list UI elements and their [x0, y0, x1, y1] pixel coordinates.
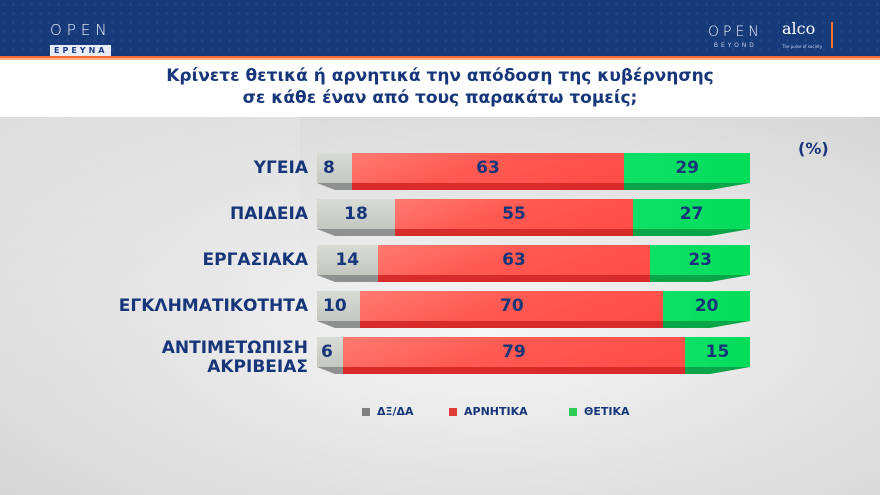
row-label-line-1: ΑΝΤΙΜΕΤΩΠΙΣΗ [161, 338, 308, 358]
legend-item-positive: ΘΕΤΙΚΑ [569, 405, 630, 418]
legend-swatch-icon [449, 407, 457, 416]
segment-dont-know: 10 [317, 291, 361, 328]
title-line-2: σε κάθε έναν από τους παρακάτω τομείς; [242, 88, 638, 108]
value-positive: 29 [624, 153, 750, 183]
segment-negative: 79 [343, 337, 685, 374]
segment-positive: 20 [663, 291, 750, 328]
value-positive: 20 [663, 291, 750, 321]
open-ereuna-logo: OPEN ΕΡΕΥΝΑ [50, 22, 112, 57]
chart-legend: ΔΞ/ΔΑ ΑΡΝΗΤΙΚΑ ΘΕΤΙΚΑ [0, 405, 880, 421]
row-label-line-2: ΑΚΡΙΒΕΙΑΣ [207, 357, 308, 377]
legend-label: ΔΞ/ΔΑ [377, 405, 414, 418]
legend-swatch-icon [569, 407, 577, 416]
value-negative: 70 [360, 291, 664, 321]
value-negative: 79 [343, 337, 685, 367]
bar-row-health: 8 63 29 [317, 153, 750, 190]
legend-label: ΑΡΝΗΤΙΚΑ [464, 405, 528, 418]
value-dont-know: 10 [317, 291, 361, 321]
row-label-labour: ΕΡΓΑΣΙΑΚΑ [202, 250, 309, 270]
segment-dont-know: 18 [317, 199, 395, 236]
value-dont-know: 18 [317, 199, 395, 229]
open-beyond-logo-text: OPEN [708, 24, 763, 40]
segment-negative: 63 [351, 153, 625, 190]
value-positive: 15 [685, 337, 750, 367]
segment-negative: 63 [377, 245, 651, 282]
legend-swatch-icon [362, 407, 370, 416]
value-negative: 63 [377, 245, 651, 275]
alco-logo-text: alco [782, 19, 816, 38]
open-logo-text: OPEN [50, 21, 112, 39]
logo-divider [831, 22, 833, 48]
header-accent-strip [0, 56, 880, 60]
open-beyond-logo: OPEN BEYOND [708, 24, 763, 49]
bar-row-cost-of-living: 6 79 15 [317, 337, 750, 374]
legend-label: ΘΕΤΙΚΑ [584, 405, 630, 418]
row-label-education: ΠΑΙΔΕΙΑ [230, 204, 308, 224]
ereuna-logo-badge: ΕΡΕΥΝΑ [50, 45, 112, 57]
value-negative: 55 [394, 199, 634, 229]
row-label-health: ΥΓΕΙΑ [253, 158, 308, 178]
segment-positive: 23 [650, 245, 750, 282]
segment-negative: 55 [394, 199, 634, 236]
segment-positive: 29 [624, 153, 750, 190]
chart-title: Κρίνετε θετικά ή αρνητικά την απόδοση τη… [0, 60, 880, 117]
row-label-crime: ΕΓΚΛΗΜΑΤΙΚΟΤΗΤΑ [118, 296, 308, 316]
header-bar: OPEN ΕΡΕΥΝΑ OPEN BEYOND alco The pulse o… [0, 0, 880, 57]
value-dont-know: 6 [317, 337, 343, 367]
alco-logo: alco The pulse of society [782, 19, 823, 50]
bar-row-labour: 14 63 23 [317, 245, 750, 282]
value-dont-know: 14 [317, 245, 378, 275]
segment-positive: 27 [633, 199, 750, 236]
alco-tagline: The pulse of society [782, 44, 823, 49]
row-label-cost-of-living: ΑΝΤΙΜΕΤΩΠΙΣΗ ΑΚΡΙΒΕΙΑΣ [48, 339, 308, 377]
segment-dont-know: 6 [317, 337, 343, 374]
value-dont-know: 8 [317, 153, 352, 183]
beyond-logo-sub: BEYOND [713, 42, 757, 49]
value-positive: 23 [650, 245, 750, 275]
value-positive: 27 [633, 199, 750, 229]
segment-dont-know: 14 [317, 245, 378, 282]
value-negative: 63 [351, 153, 625, 183]
bar-row-education: 18 55 27 [317, 199, 750, 236]
bar-row-crime: 10 70 20 [317, 291, 750, 328]
unit-label: (%) [798, 139, 829, 158]
segment-positive: 15 [685, 337, 750, 374]
legend-item-dont-know: ΔΞ/ΔΑ [362, 405, 414, 418]
legend-item-negative: ΑΡΝΗΤΙΚΑ [449, 405, 528, 418]
segment-dont-know: 8 [317, 153, 352, 190]
segment-negative: 70 [360, 291, 664, 328]
title-line-1: Κρίνετε θετικά ή αρνητικά την απόδοση τη… [166, 66, 714, 86]
